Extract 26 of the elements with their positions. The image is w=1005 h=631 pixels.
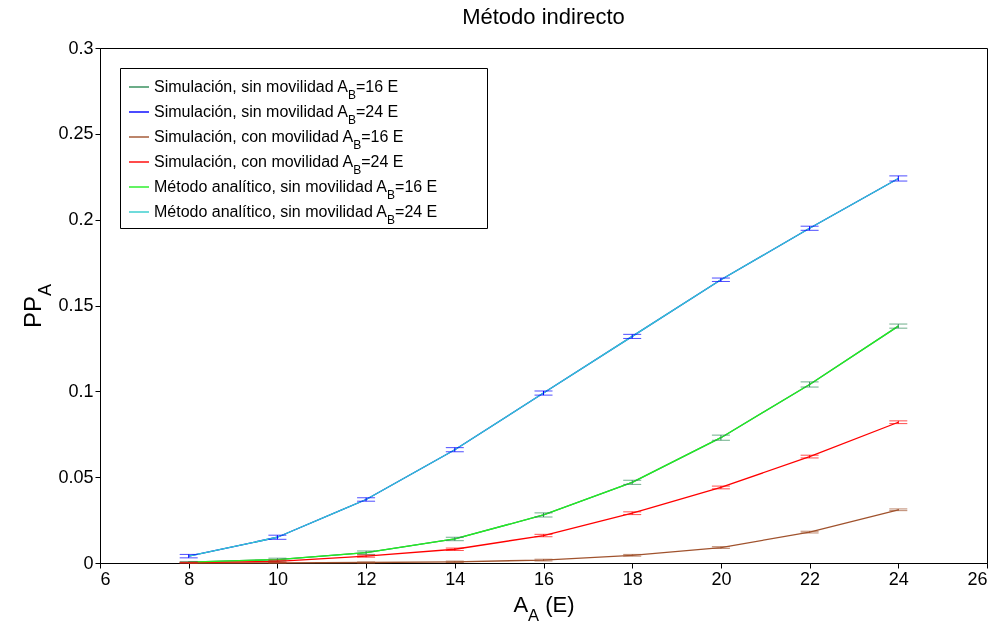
x-tick-label: 20 — [711, 568, 732, 589]
x-tick-label: 18 — [622, 568, 643, 589]
legend-label: Simulación, sin movilidad A$_{B}$=16 E — [154, 78, 399, 102]
legend-label: Simulación, con movilidad A$_{B}$=24 E — [154, 153, 404, 177]
y-tick-label: 0.15 — [58, 295, 94, 315]
x-tick-label: 14 — [445, 568, 466, 589]
y-tick-label: 0.05 — [58, 466, 94, 487]
y-tick-label: 0.2 — [68, 209, 94, 230]
legend-label: Método analítico, sin movilidad A$_{B}$=24 E — [154, 203, 438, 227]
x-tick-label: 26 — [967, 568, 988, 589]
x-tick-label: 16 — [533, 568, 555, 589]
legend-label: Simulación, sin movilidad A$_{B}$=24 E — [154, 103, 399, 127]
x-axis-title: A$_{A}$ (E) — [513, 591, 575, 624]
x-tick-label: 8 — [184, 568, 195, 589]
chart-title: Método indirecto — [462, 4, 625, 29]
y-tick-label: 0.3 — [68, 37, 94, 58]
x-tick-label: 24 — [888, 568, 909, 589]
y-tick-label: 0.1 — [68, 380, 94, 401]
x-tick-label: 6 — [100, 568, 111, 589]
legend-label: Método analítico, sin movilidad A$_{B}$=16 E — [154, 178, 438, 202]
y-tick-label: 0.25 — [58, 123, 94, 144]
x-tick-label: 12 — [356, 568, 377, 589]
x-tick-label: 22 — [800, 568, 821, 589]
legend-label: Simulación, con movilidad A$_{B}$=16 E — [154, 128, 404, 152]
y-tick-label: 0 — [83, 552, 94, 573]
x-tick-label: 10 — [267, 568, 288, 589]
